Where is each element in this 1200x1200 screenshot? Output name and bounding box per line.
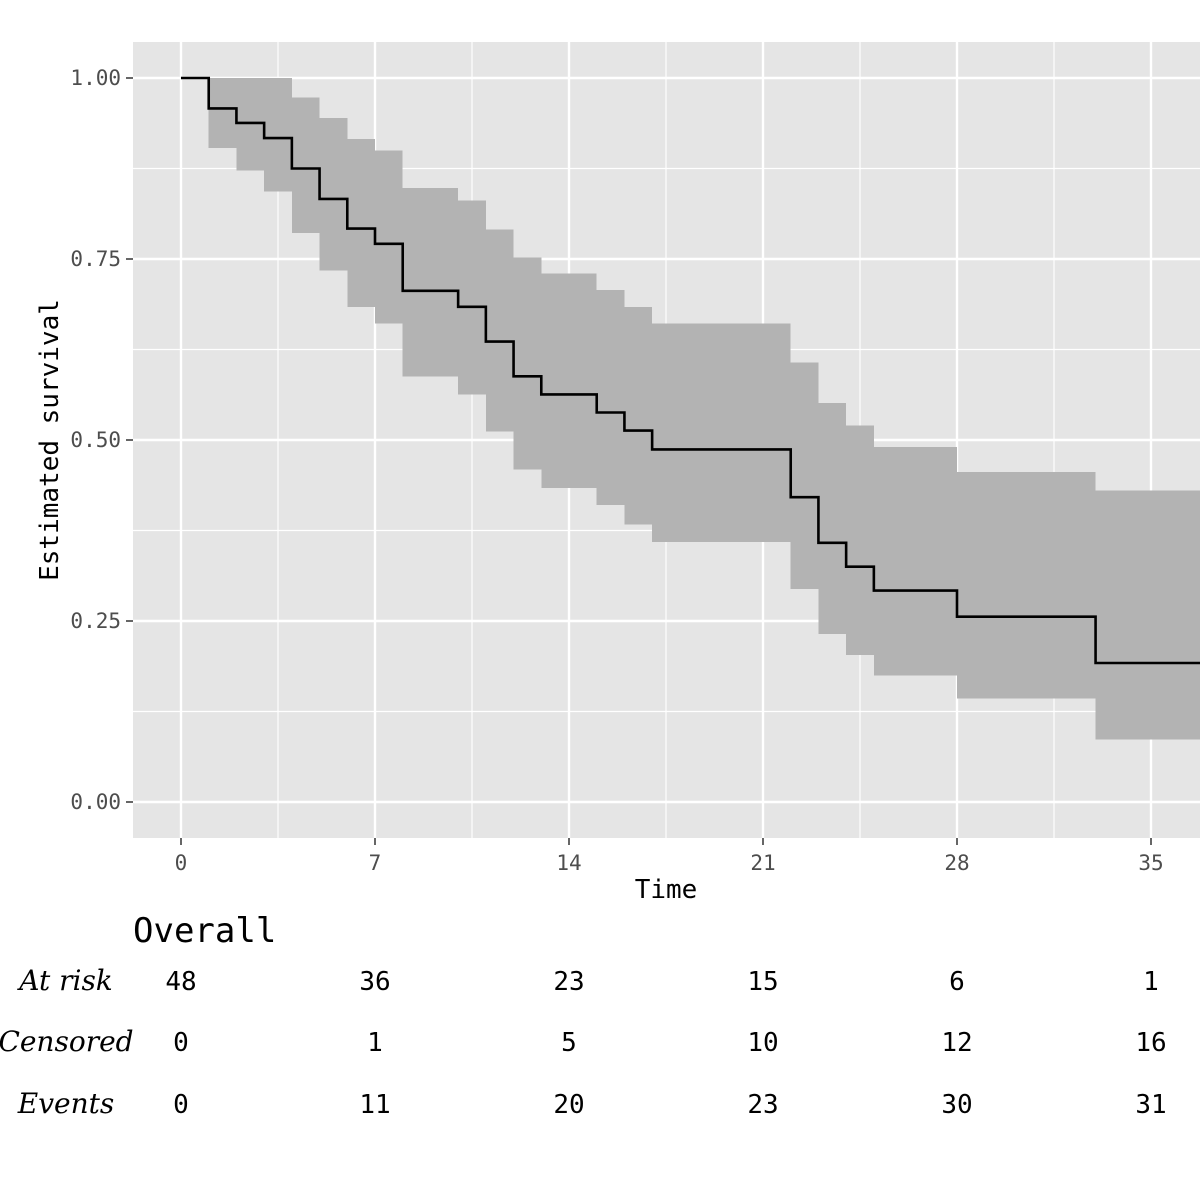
confidence-band-segment	[596, 290, 625, 506]
y-tick-label: 0.75	[70, 247, 121, 271]
risk-table-cell: 30	[941, 1090, 972, 1120]
x-axis-title: Time	[635, 875, 698, 905]
confidence-band-segment	[513, 257, 542, 470]
y-tick-label: 0.25	[70, 609, 121, 633]
confidence-band-segment	[208, 78, 237, 149]
survival-step-line	[181, 76, 1200, 665]
risk-table-row-label: Events	[17, 1087, 114, 1120]
confidence-band-segment	[846, 425, 874, 656]
risk-table-cell: 16	[1135, 1028, 1166, 1058]
risk-table-cell: 5	[561, 1028, 577, 1058]
confidence-band-segment	[624, 306, 653, 525]
risk-table-row-label: At risk	[16, 964, 113, 997]
confidence-band-segment	[291, 97, 320, 233]
risk-table-cell: 0	[173, 1028, 189, 1058]
confidence-band-segment	[652, 323, 791, 543]
risk-table-cell: 36	[359, 967, 390, 997]
risk-table-cell: 10	[747, 1028, 778, 1058]
confidence-band-segment	[818, 403, 847, 635]
y-tick-label: 0.50	[70, 428, 121, 452]
confidence-band-segment	[1095, 490, 1200, 740]
y-tick-label: 1.00	[70, 66, 121, 90]
survival-curve	[181, 76, 1200, 665]
confidence-band-segment	[485, 229, 514, 432]
confidence-band-segment	[236, 78, 265, 171]
confidence-band-segment	[402, 188, 459, 377]
risk-table-row-label: Censored	[0, 1025, 134, 1058]
confidence-band-segment	[347, 138, 375, 307]
y-tick-label: 0.00	[70, 790, 121, 814]
risk-table-cell: 15	[747, 967, 778, 997]
confidence-band-segment	[541, 273, 597, 488]
risk-table-cell: 48	[165, 967, 196, 997]
risk-table-cell: 11	[359, 1090, 390, 1120]
risk-table-cell: 23	[747, 1090, 778, 1120]
confidence-band-segment	[873, 447, 957, 676]
confidence-band-segment	[264, 78, 292, 192]
confidence-band-segment	[375, 150, 403, 324]
risk-table-title: Overall	[133, 911, 276, 951]
risk-table-cell: 1	[1143, 967, 1159, 997]
risk-table-cell: 1	[367, 1028, 383, 1058]
x-tick-label: 28	[944, 851, 969, 875]
y-axis-title: Estimated survival	[35, 299, 65, 581]
confidence-band-segment	[957, 471, 1096, 699]
confidence-band-segment	[790, 362, 819, 590]
axes: 0.00 0.25 0.50 0.75 1.00 0 7 14 21 28 35	[70, 66, 1163, 875]
x-tick-label: 35	[1138, 851, 1163, 875]
x-tick-label: 0	[175, 851, 188, 875]
x-tick-label: 21	[750, 851, 775, 875]
confidence-band-segment	[458, 200, 486, 395]
risk-table-cell: 12	[941, 1028, 972, 1058]
risk-table-cell: 23	[553, 967, 584, 997]
confidence-band	[208, 78, 1200, 740]
risk-table-cell: 20	[553, 1090, 584, 1120]
risk-table-cell: 31	[1135, 1090, 1166, 1120]
confidence-band-segment	[319, 117, 348, 271]
x-tick-label: 7	[369, 851, 382, 875]
risk-table-cell: 0	[173, 1090, 189, 1120]
risk-table-cell: 6	[949, 967, 965, 997]
x-tick-label: 14	[556, 851, 581, 875]
